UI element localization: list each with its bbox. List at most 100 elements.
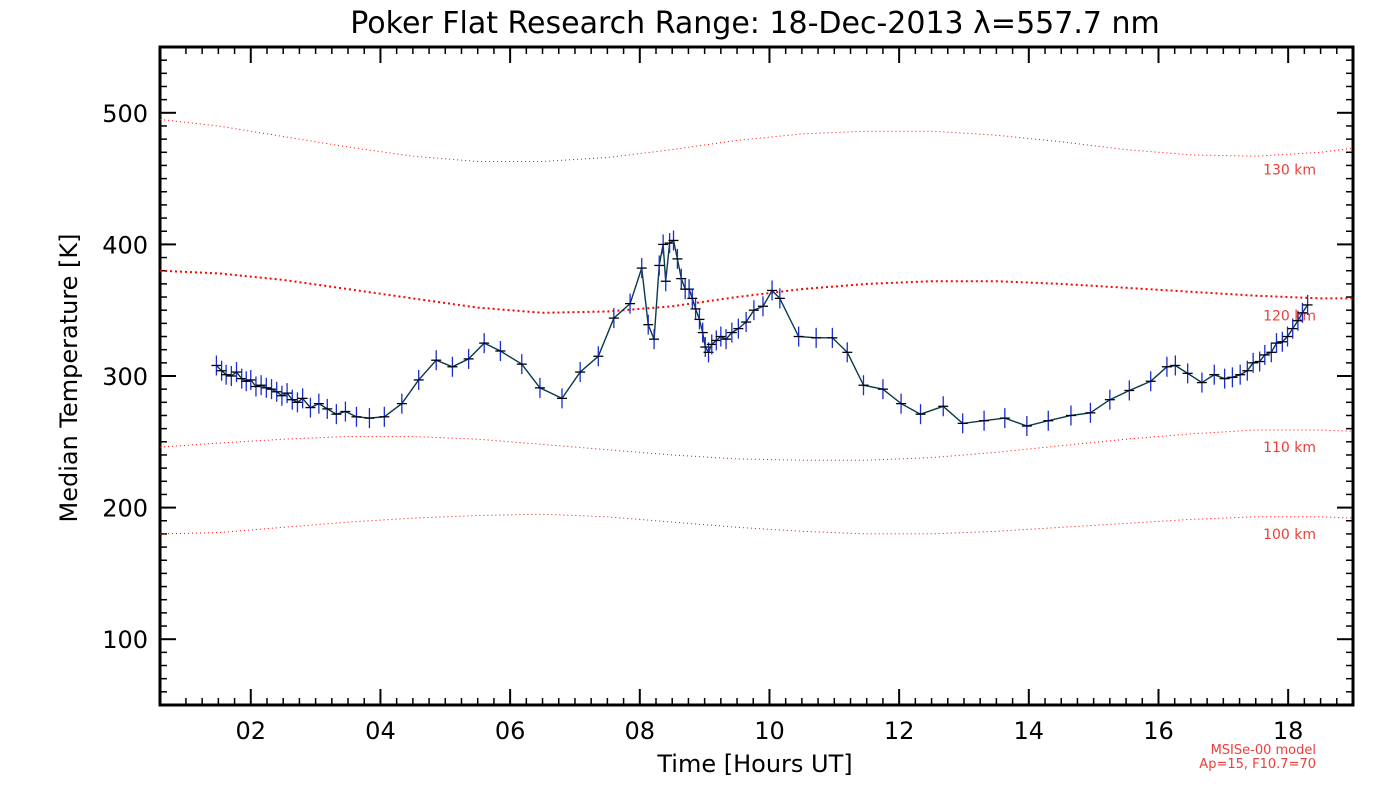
data-point [463,348,474,369]
model-curve-label: 100 km [1263,527,1316,543]
data-point [690,298,701,319]
data-point [1021,416,1032,437]
data-point [245,369,256,390]
model-curve-100-km [159,513,1354,535]
y-tick-label: 200 [102,495,148,523]
data-point [715,326,726,347]
data-point [748,300,759,321]
data-point [556,388,567,409]
data-point [364,408,375,429]
model-curve-130-km [159,118,1354,162]
x-tick-label: 18 [1273,717,1304,745]
data-point [694,309,705,330]
data-point [625,293,636,314]
y-tick-label: 400 [102,231,148,259]
data-point [256,375,267,396]
x-tick-label: 08 [625,717,656,745]
data-point [575,362,586,383]
data-point [676,268,687,289]
data-point [896,393,907,414]
data-point [1254,351,1265,372]
x-axis-label: Time [Hours UT] [656,750,852,778]
data-point [726,322,737,343]
data-point [1292,310,1303,331]
data-point [1227,367,1238,388]
data-point [1085,402,1096,423]
data-point [1242,360,1253,381]
data-point [351,406,362,427]
data-point [999,408,1010,429]
data-point [276,385,287,406]
data-point [221,364,232,385]
data-point [1302,294,1313,315]
data-point [660,271,671,292]
model-curve-120-km [159,269,1353,314]
data-point [313,393,324,414]
data-point [271,381,282,402]
data-point [1065,405,1076,426]
y-tick-label: 500 [102,100,148,128]
data-point [495,340,506,361]
data-point [733,318,744,339]
data-point [858,375,869,396]
data-point [711,330,722,351]
data-point [1248,352,1259,373]
model-note-line-2: Ap=15, F10.7=70 [1199,757,1316,772]
data-point [938,396,949,417]
data-point [1196,372,1207,393]
data-point [1182,363,1193,384]
data-point [1282,326,1293,347]
data-point [516,354,527,375]
data-point [1145,371,1156,392]
data-point [431,350,442,371]
data-point [793,326,804,347]
data-point [396,393,407,414]
data-point [331,404,342,425]
model-note-line-1: MSISe-00 model [1211,743,1316,758]
data-point [266,379,277,400]
y-tick-label: 100 [102,626,148,654]
data-point [231,362,242,383]
data-point [379,406,390,427]
data-point [282,383,293,404]
data-point [697,322,708,343]
data-point [811,327,822,348]
data-point [957,413,968,434]
data-point [534,377,545,398]
model-curve-110-km [159,429,1354,461]
data-point [636,258,647,279]
data-point [741,312,752,333]
data-point [1235,364,1246,385]
data-point [216,360,227,381]
data-point [979,410,990,431]
data-point [292,392,303,413]
x-tick-label: 12 [884,717,915,745]
data-point [687,288,698,309]
model-curve-label: 130 km [1263,162,1316,178]
data-point [261,377,272,398]
data-point [1271,333,1282,354]
x-tick-label: 14 [1014,717,1045,745]
data-point [649,329,660,350]
data-point [842,342,853,363]
data-point [479,333,490,354]
data-point [1104,389,1115,410]
data-point [721,329,732,350]
data-point [593,346,604,367]
data-point [287,389,298,410]
data-point [767,280,778,301]
data-point [297,388,308,409]
x-tick-label: 06 [495,717,526,745]
data-point [757,296,768,317]
data-point [250,376,261,397]
plot-layer: 02 04 06 08 10 12 14 16 18 100 200 300 400 500 130 km 1… [102,45,1355,745]
data-point [1219,368,1230,389]
data-point [1259,344,1270,365]
y-tick-label: 300 [102,363,148,391]
data-point [654,255,665,276]
model-curve-label: 110 km [1263,440,1316,456]
data-point [1170,355,1181,376]
data-point [1209,364,1220,385]
